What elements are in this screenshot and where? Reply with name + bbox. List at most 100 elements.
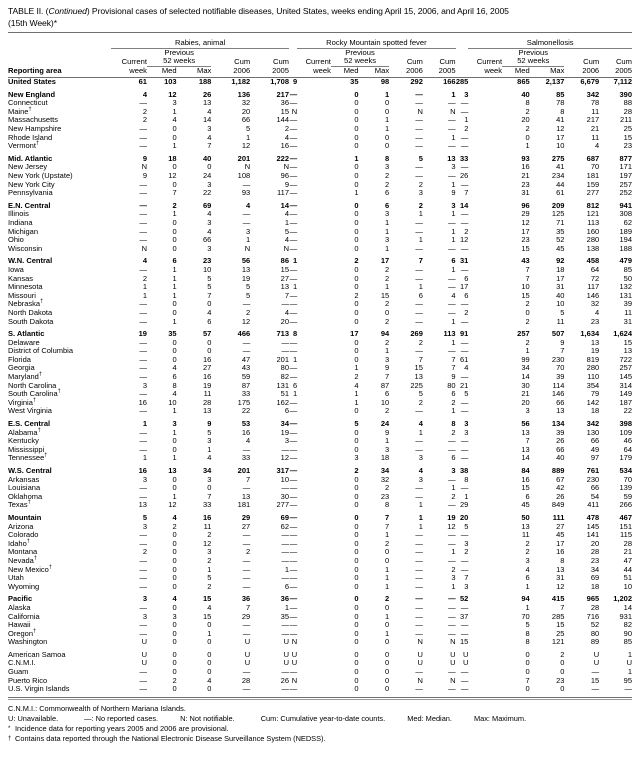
- column-gutter: [297, 613, 331, 622]
- reporting-area-cell: New York City: [8, 179, 55, 189]
- data-cell: 23: [521, 179, 530, 189]
- data-cell: 8: [384, 500, 390, 510]
- title-line-2: (15th Week)*: [8, 17, 57, 28]
- column-gutter: [468, 668, 502, 677]
- data-cell: 78: [556, 98, 565, 108]
- data-cell: 1: [451, 483, 456, 493]
- data-cell: 113: [587, 217, 600, 227]
- data-cell: 4: [525, 564, 530, 574]
- footnote-star-marker: *: [8, 726, 11, 733]
- data-cell: 1: [172, 141, 177, 151]
- data-cell: 0: [172, 581, 177, 591]
- column-gutter: [468, 181, 502, 190]
- data-cell: —: [460, 132, 469, 142]
- data-cell: 1: [172, 273, 177, 283]
- data-cell: 0: [354, 436, 359, 446]
- data-cell: —: [448, 217, 456, 227]
- data-cell: 7: [418, 354, 423, 364]
- data-cell: 0: [384, 667, 390, 677]
- data-cell: —: [448, 436, 456, 446]
- data-cell: 0: [354, 444, 359, 454]
- column-gutter: [297, 189, 331, 198]
- data-cell: 2: [142, 106, 147, 116]
- data-cell: 0: [354, 530, 359, 540]
- data-cell: —: [289, 419, 298, 429]
- data-cell: 20: [521, 397, 530, 407]
- column-gutter: [468, 210, 502, 219]
- data-cell: 1: [172, 290, 177, 300]
- column-gutter: [297, 364, 331, 373]
- data-cell: 9: [142, 153, 147, 163]
- data-cell: 9: [293, 77, 298, 87]
- column-gutter: [468, 638, 502, 647]
- data-cell: —: [289, 581, 298, 591]
- reporting-area-cell: Puerto Rico: [8, 675, 48, 685]
- data-cell: —: [281, 667, 290, 677]
- data-cell: 1: [418, 209, 423, 219]
- data-cell: 7: [172, 188, 177, 198]
- table-row: Montana 2 0 3 2— —0 0—1 2 2 16 28 21: [8, 548, 632, 557]
- data-cell: 72: [590, 273, 600, 283]
- data-cell: 113: [443, 329, 456, 339]
- data-cell: 3: [451, 573, 456, 583]
- data-cell: 5: [464, 521, 469, 531]
- legend-unavailable: U: Unavailable.: [8, 714, 59, 724]
- data-cell: 84: [521, 466, 530, 475]
- data-cell: 3: [172, 611, 177, 621]
- data-cell: —: [460, 530, 469, 540]
- reporting-area-cell: New Mexico†: [8, 564, 52, 574]
- data-cell: 17: [521, 226, 530, 236]
- data-cell: 1: [384, 436, 390, 446]
- data-cell: 1: [464, 491, 469, 501]
- data-cell: 10: [280, 474, 290, 484]
- column-gutter: [297, 318, 331, 327]
- table-row: Arizona 3 2 11 27 62— 0 7 1 12 5 13 27 145 151: [8, 521, 632, 532]
- data-cell: 146: [586, 290, 600, 300]
- data-cell: 2: [464, 307, 469, 317]
- data-cell: 0: [172, 162, 177, 172]
- data-cell: 166: [443, 77, 456, 87]
- data-cell: 26: [203, 89, 212, 99]
- data-cell: U: [450, 649, 456, 659]
- column-gutter: [297, 275, 331, 284]
- table-row: District of Columbia —0 0— — —0 1— — —1 7 19 13: [8, 347, 632, 356]
- data-cell: 45: [521, 500, 530, 510]
- data-cell: 317: [276, 466, 290, 475]
- data-cell: —: [415, 141, 423, 151]
- data-cell: —: [242, 299, 251, 309]
- data-cell: 52: [590, 620, 600, 630]
- data-cell: 1: [207, 444, 212, 454]
- data-cell: 16: [556, 547, 565, 557]
- data-cell: —: [242, 620, 251, 630]
- data-cell: 230: [551, 354, 565, 364]
- data-cell: 94: [521, 594, 530, 604]
- column-gutter: [297, 300, 331, 309]
- data-cell: 8: [560, 106, 565, 116]
- data-cell: 7: [384, 512, 390, 522]
- data-cell: 342: [586, 419, 600, 429]
- column-gutter: [297, 523, 331, 532]
- data-cell: 89: [590, 637, 600, 647]
- data-cell: 24: [203, 171, 212, 180]
- data-cell: —: [289, 337, 298, 347]
- data-cell: 2: [172, 200, 177, 210]
- data-cell: 6: [451, 453, 456, 463]
- column-header-rabies-med: Med: [161, 65, 177, 75]
- data-cell: 162: [276, 397, 290, 407]
- data-cell: 99: [521, 354, 530, 364]
- data-cell: —: [415, 620, 423, 630]
- data-cell: 34: [590, 564, 600, 574]
- data-cell: 2: [142, 115, 147, 125]
- data-cell: 2: [384, 264, 390, 274]
- data-cell: 115: [620, 530, 632, 540]
- data-cell: 28: [623, 538, 632, 548]
- column-gutter: [297, 116, 331, 125]
- column-gutter: [468, 604, 502, 613]
- data-cell: 819: [586, 354, 600, 364]
- column-gutter: [468, 116, 502, 125]
- data-cell: —: [281, 684, 290, 694]
- column-gutter: [468, 330, 502, 339]
- group-header-rabies: Rabies, animal: [111, 38, 290, 49]
- data-cell: 0: [172, 483, 177, 493]
- data-cell: —: [139, 307, 147, 317]
